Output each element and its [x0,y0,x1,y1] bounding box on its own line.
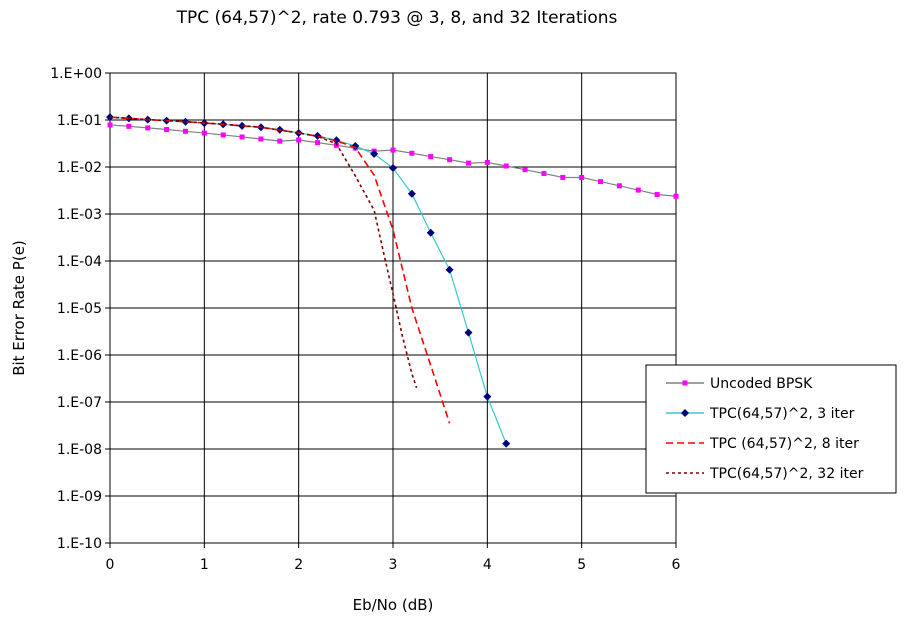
data-point [616,183,622,189]
data-point [389,164,397,173]
y-tick-label: 1.E-09 [57,489,102,505]
series-line [109,116,451,424]
data-point [315,140,321,146]
y-axis-ticks: 1.E-10 1.E-09 1.E-08 1.E-07 1.E-06 1.E-05 1.E-… [50,66,110,552]
legend-label: Uncoded BPSK [710,376,813,392]
x-tick-label: 2 [294,557,303,573]
series-layer [106,113,679,448]
legend-label: TPC (64,57)^2, 8 iter [709,436,859,452]
data-point [181,117,190,126]
x-tick-label: 5 [577,557,586,573]
data-point [503,163,509,169]
legend: Uncoded BPSK TPC(64,57)^2, 3 iter TPC (64,… [645,364,897,494]
grid [109,72,677,544]
legend-box [645,364,897,494]
data-point [106,113,114,122]
data-point [654,191,660,197]
data-point [164,127,170,133]
y-tick-label: 1.E-01 [57,113,102,129]
data-point [351,141,360,150]
data-point [502,439,511,448]
series-4 [109,116,418,389]
data-point [107,122,113,128]
legend-label: TPC(64,57)^2, 3 iter [709,406,855,422]
y-tick-label: 1.E-06 [57,348,102,364]
y-tick-label: 1.E+00 [50,66,102,82]
data-point [296,137,302,143]
x-tick-label: 4 [483,557,492,573]
data-point [409,150,415,156]
data-point [522,167,528,173]
data-point [332,136,341,145]
data-point [445,265,454,274]
data-point [370,149,379,158]
data-point [201,130,207,136]
data-point [182,128,188,134]
series-3 [109,116,451,424]
data-point [407,189,416,198]
x-tick-label: 6 [672,557,681,573]
series-line [109,116,507,444]
y-axis-label: Bit Error Rate P(e) [10,240,28,376]
data-point [483,392,492,401]
data-point [484,159,490,165]
x-tick-label: 1 [200,557,209,573]
data-point [239,134,245,140]
y-tick-label: 1.E-04 [57,254,102,270]
legend-marker [682,380,688,386]
data-point [428,154,434,160]
data-point [220,132,226,138]
series-line [109,116,418,389]
data-point [673,193,679,199]
x-tick-label: 3 [389,557,398,573]
y-tick-label: 1.E-07 [57,395,102,411]
x-axis-ticks: 0 1 2 3 4 5 6 [106,543,681,573]
y-tick-label: 1.E-05 [57,301,102,317]
data-point [447,157,453,163]
y-tick-label: 1.E-03 [57,207,102,223]
data-point [541,171,547,177]
legend-marker [681,409,689,417]
data-point [145,125,151,131]
data-point [560,174,566,180]
x-tick-label: 0 [106,557,115,573]
y-tick-label: 1.E-10 [57,536,102,552]
x-axis-label: Eb/No (dB) [353,596,434,614]
y-tick-label: 1.E-08 [57,442,102,458]
data-point [277,138,283,144]
series-2 [106,113,511,448]
data-point [635,187,641,193]
data-point [465,160,471,166]
data-point [464,328,473,337]
data-point [126,123,132,129]
data-point [258,136,264,142]
data-point [579,175,585,181]
data-point [390,147,396,153]
legend-label: TPC(64,57)^2, 32 iter [709,466,864,482]
chart-title: TPC (64,57)^2, rate 0.793 @ 3, 8, and 32… [176,8,618,28]
data-point [598,179,604,185]
y-tick-label: 1.E-02 [57,160,102,176]
data-point [426,228,435,237]
